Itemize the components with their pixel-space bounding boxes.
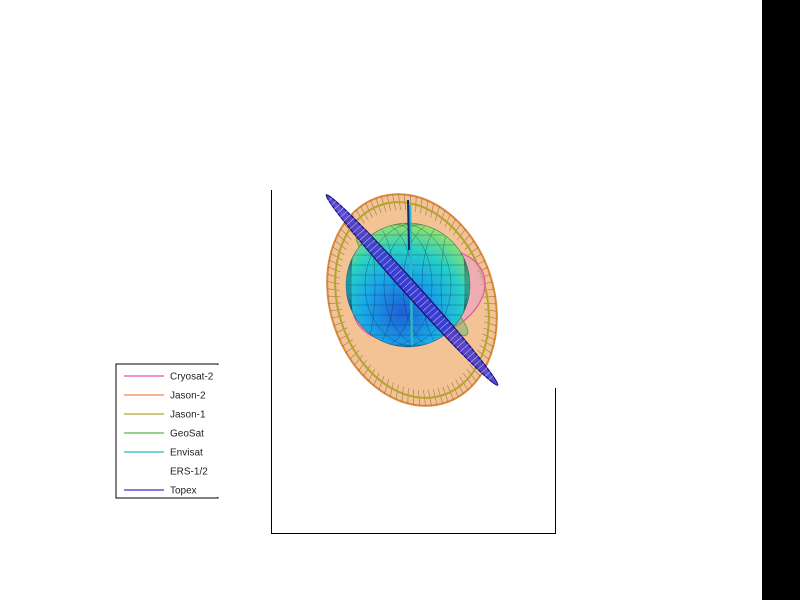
black-side-bar bbox=[762, 0, 800, 600]
legend-label: ERS-1/2 bbox=[170, 467, 208, 478]
legend-label: Envisat bbox=[170, 448, 203, 459]
orbit-topex bbox=[325, 194, 499, 386]
legend-box bbox=[115, 363, 219, 499]
legend-item: Jason-2 bbox=[124, 391, 206, 402]
legend: Cryosat-2 Jason-2 Jason-1 GeoSat Envisat ERS-… bbox=[115, 363, 220, 499]
legend-label: Cryosat-2 bbox=[170, 372, 214, 383]
legend-item: Envisat bbox=[124, 448, 203, 459]
legend-item: Topex bbox=[124, 486, 197, 497]
legend-label: Jason-1 bbox=[170, 410, 206, 421]
plot-axes bbox=[271, 190, 556, 534]
legend-label: Jason-2 bbox=[170, 391, 206, 402]
legend-item: ERS-1/2 bbox=[124, 467, 208, 478]
legend-label: GeoSat bbox=[170, 429, 204, 440]
legend-item: Cryosat-2 bbox=[124, 372, 214, 383]
orbit-envisat bbox=[407, 199, 414, 346]
legend-label: Topex bbox=[170, 486, 197, 497]
legend-item: GeoSat bbox=[124, 429, 204, 440]
legend-item: Jason-1 bbox=[124, 410, 206, 421]
